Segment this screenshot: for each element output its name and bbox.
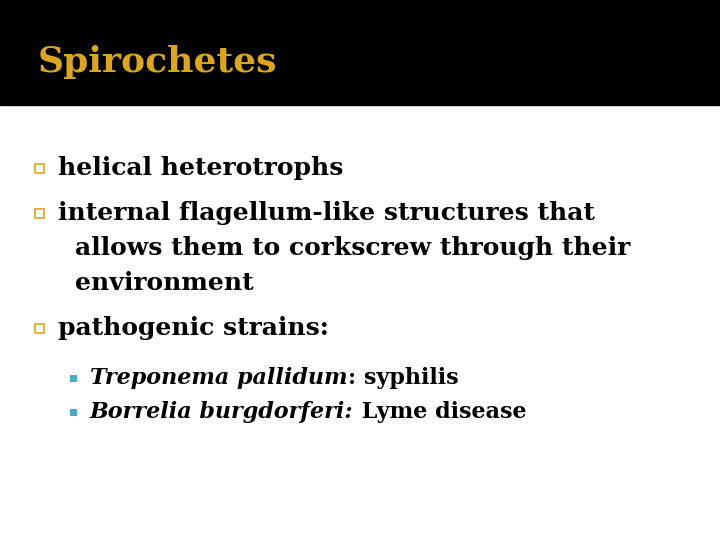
Bar	[70, 408, 77, 415]
Bar	[35, 208, 44, 218]
Text: helical heterotrophs: helical heterotrophs	[58, 156, 343, 180]
Bar	[35, 164, 44, 172]
Text: Treponema pallidum: Treponema pallidum	[90, 367, 348, 389]
Text: internal flagellum-like structures that: internal flagellum-like structures that	[58, 201, 595, 225]
Text: pathogenic strains:: pathogenic strains:	[58, 316, 329, 340]
Text: Lyme disease: Lyme disease	[354, 401, 526, 423]
Text: allows them to corkscrew through their: allows them to corkscrew through their	[75, 236, 630, 260]
Bar	[70, 375, 77, 381]
Bar	[35, 323, 44, 333]
Text: Spirochetes: Spirochetes	[38, 45, 277, 79]
Bar	[0, 0, 720, 105]
Text: environment: environment	[75, 271, 253, 295]
Text: : syphilis: : syphilis	[348, 367, 458, 389]
Text: Borrelia burgdorferi:: Borrelia burgdorferi:	[90, 401, 354, 423]
